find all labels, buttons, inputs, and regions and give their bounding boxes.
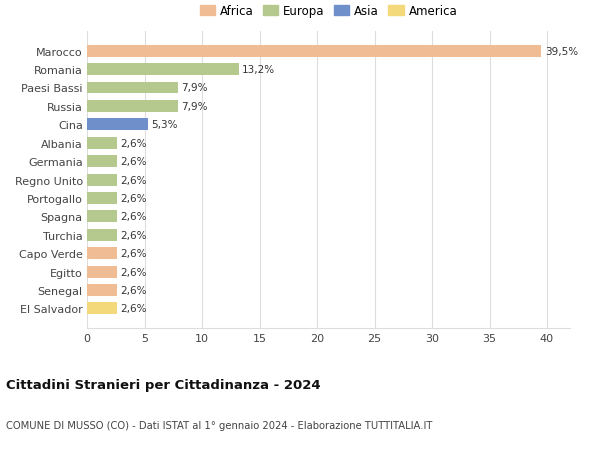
Bar	[87, 64, 239, 76]
Text: 13,2%: 13,2%	[242, 65, 275, 75]
Text: 2,6%: 2,6%	[121, 285, 147, 296]
Legend: Africa, Europa, Asia, America: Africa, Europa, Asia, America	[197, 3, 460, 20]
Text: 2,6%: 2,6%	[121, 249, 147, 258]
Bar	[87, 303, 117, 315]
Text: 5,3%: 5,3%	[151, 120, 178, 130]
Text: 2,6%: 2,6%	[121, 139, 147, 148]
Bar	[87, 174, 117, 186]
Text: 39,5%: 39,5%	[545, 46, 578, 56]
Text: 7,9%: 7,9%	[181, 84, 208, 93]
Text: 2,6%: 2,6%	[121, 194, 147, 203]
Text: 2,6%: 2,6%	[121, 304, 147, 314]
Text: 2,6%: 2,6%	[121, 267, 147, 277]
Text: 2,6%: 2,6%	[121, 212, 147, 222]
Text: 2,6%: 2,6%	[121, 157, 147, 167]
Bar	[87, 266, 117, 278]
Bar	[87, 285, 117, 297]
Bar	[87, 101, 178, 112]
Bar	[87, 156, 117, 168]
Text: Cittadini Stranieri per Cittadinanza - 2024: Cittadini Stranieri per Cittadinanza - 2…	[6, 379, 320, 392]
Text: COMUNE DI MUSSO (CO) - Dati ISTAT al 1° gennaio 2024 - Elaborazione TUTTITALIA.I: COMUNE DI MUSSO (CO) - Dati ISTAT al 1° …	[6, 420, 433, 430]
Bar	[87, 82, 178, 94]
Bar	[87, 119, 148, 131]
Bar	[87, 193, 117, 205]
Text: 7,9%: 7,9%	[181, 102, 208, 112]
Bar	[87, 248, 117, 260]
Bar	[87, 230, 117, 241]
Bar	[87, 45, 541, 57]
Bar	[87, 211, 117, 223]
Text: 2,6%: 2,6%	[121, 175, 147, 185]
Text: 2,6%: 2,6%	[121, 230, 147, 240]
Bar	[87, 137, 117, 149]
